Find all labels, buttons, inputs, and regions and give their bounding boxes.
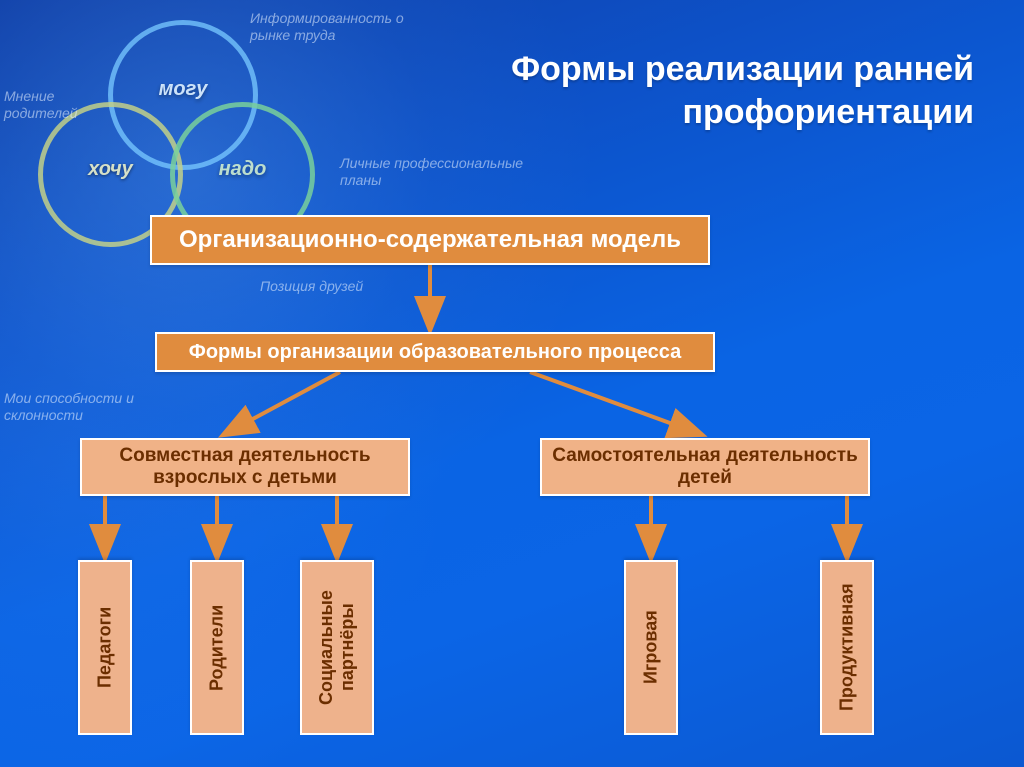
leaf-parents: Родители: [190, 560, 244, 735]
venn-label-top: могу: [113, 78, 253, 101]
box-forms: Формы организации образовательного проце…: [155, 332, 715, 372]
box-indep: Самостоятельная деятельность детей: [540, 438, 870, 496]
slide: могу хочу надо Информированность о рынке…: [0, 0, 1024, 767]
page-title: Формы реализации ранней профориентации: [454, 48, 974, 133]
leaf-play: Игровая: [624, 560, 678, 735]
leaf-social: Социальные партнёры: [300, 560, 374, 735]
bg-label-personal-plans: Личные профессиональные планы: [340, 155, 530, 189]
box-root: Организационно-содержательная модель: [150, 215, 710, 265]
leaf-teachers: Педагоги: [78, 560, 132, 735]
box-joint: Совместная деятельность взрослых с детьм…: [80, 438, 410, 496]
leaf-product: Продуктивная: [820, 560, 874, 735]
venn-label-left: хочу: [43, 158, 178, 181]
bg-label-parents-opinion: Мнение родителей: [4, 88, 94, 122]
venn-label-right: надо: [175, 158, 310, 181]
bg-label-friends-pos: Позиция друзей: [260, 278, 380, 295]
bg-label-labor-market: Информированность о рынке труда: [250, 10, 420, 44]
bg-label-abilities: Мои способности и склонности: [4, 390, 144, 424]
